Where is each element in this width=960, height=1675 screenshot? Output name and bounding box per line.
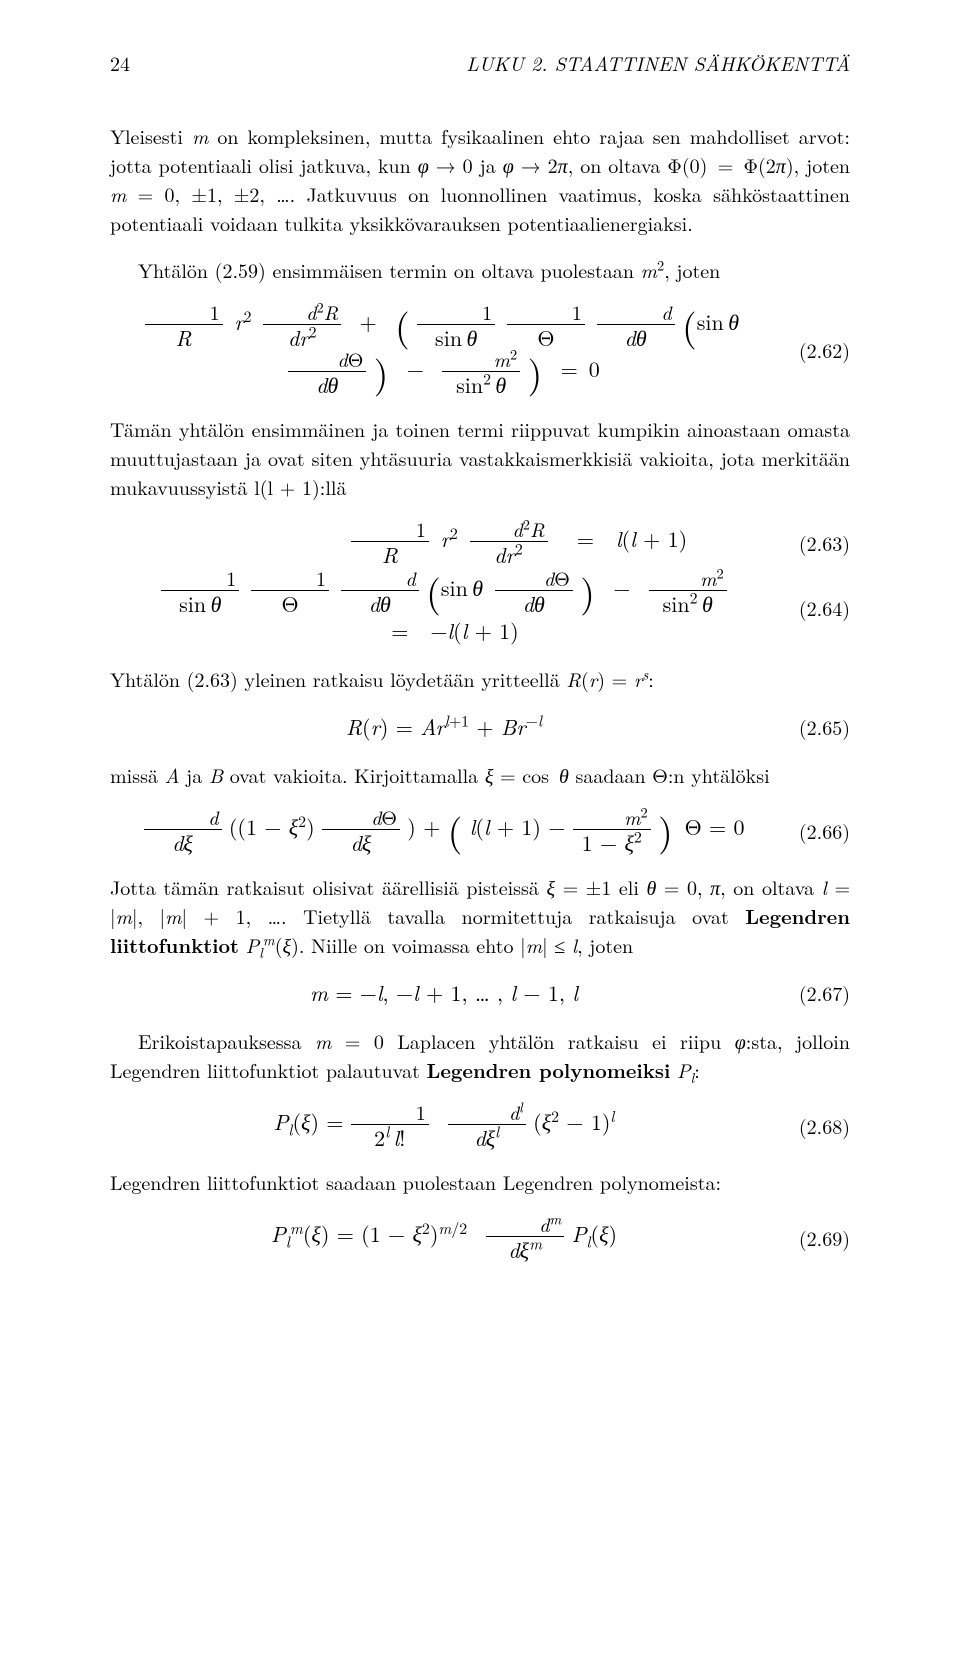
paragraph-radial-ansatz: Yhtälön (2.63) yleinen ratkaisu löydetää… <box>110 664 850 693</box>
equation-2-64-body: 1sin θ 1Θ ddθ (sin θ dΘdθ ) − m2sin2 θ =… <box>110 568 778 646</box>
equation-2-62: 1R r2 d2Rdr2 + ( 1sin θ 1Θ ddθ (sin θ dΘ… <box>110 302 850 396</box>
term-legendre-poly: Legendren polynomeiksi <box>427 1055 671 1084</box>
equation-2-68: Pl(ξ) = 12l l! dldξl (ξ2 − 1)l (2.68) <box>110 1102 850 1149</box>
equation-2-63: 1R r2 d2Rdr2 = l(l + 1) (2.63) <box>110 519 850 566</box>
paragraph-legendre-poly: Erikoistapauksessa m = 0 Laplacen yhtälö… <box>110 1026 850 1084</box>
page: 24 LUKU 2. STAATTINEN SÄHKÖKENTTÄ Yleise… <box>0 0 960 1675</box>
paragraph-assoc-legendre: Jotta tämän ratkaisut olisivat äärellisi… <box>110 872 850 959</box>
equation-2-65: R(r) = Arl+1 + Br−l (2.65) <box>110 711 850 742</box>
equation-2-67: m = −l, −l + 1, … , l − 1, l (2.67) <box>110 977 850 1008</box>
running-head: LUKU 2. STAATTINEN SÄHKÖKENTTÄ <box>466 48 850 77</box>
paragraph-intro: Yleisesti m on kompleksinen, mutta fysik… <box>110 121 850 237</box>
equation-2-62-body: 1R r2 d2Rdr2 + ( 1sin θ 1Θ ddθ (sin θ dΘ… <box>110 302 778 396</box>
equation-2-69-body: Plm(ξ) = (1 − ξ2)m/2 dmdξm Pl(ξ) <box>110 1214 778 1261</box>
equation-2-66-number: (2.66) <box>778 816 850 845</box>
equation-2-64-number: (2.64) <box>778 593 850 622</box>
equation-block-63-64: 1R r2 d2Rdr2 = l(l + 1) (2.63) 1sin θ 1Θ… <box>110 519 850 646</box>
term-assoc-legendre: Legendren liittofunktiot <box>110 901 850 959</box>
equation-2-69-number: (2.69) <box>778 1223 850 1252</box>
paragraph-separation: Yhtälön (2.59) ensimmäisen termin on olt… <box>110 255 850 284</box>
equation-2-64: 1sin θ 1Θ ddθ (sin θ dΘdθ ) − m2sin2 θ =… <box>110 568 850 646</box>
equation-2-66: ddξ ((1 − ξ2) dΘdξ ) + ( l(l + 1) − m21 … <box>110 807 850 854</box>
paragraph-legendre-eq: missä A ja B ovat vakioita. Kirjoittamal… <box>110 760 850 789</box>
equation-2-62-number: (2.62) <box>778 335 850 364</box>
paragraph-separation-const: Tämän yhtälön ensimmäinen ja toinen term… <box>110 414 850 501</box>
equation-2-67-body: m = −l, −l + 1, … , l − 1, l <box>110 977 778 1008</box>
equation-2-66-body: ddξ ((1 − ξ2) dΘdξ ) + ( l(l + 1) − m21 … <box>110 807 778 854</box>
equation-2-63-number: (2.63) <box>778 528 850 557</box>
page-number: 24 <box>110 48 130 77</box>
equation-2-65-number: (2.65) <box>778 712 850 741</box>
equation-2-65-body: R(r) = Arl+1 + Br−l <box>110 711 778 742</box>
equation-2-68-body: Pl(ξ) = 12l l! dldξl (ξ2 − 1)l <box>110 1102 778 1149</box>
equation-2-67-number: (2.67) <box>778 978 850 1007</box>
paragraph-derive-assoc: Legendren liittofunktiot saadaan puolest… <box>110 1167 850 1196</box>
running-header: 24 LUKU 2. STAATTINEN SÄHKÖKENTTÄ <box>110 48 850 77</box>
equation-2-63-body: 1R r2 d2Rdr2 = l(l + 1) <box>110 519 778 566</box>
equation-2-68-number: (2.68) <box>778 1111 850 1140</box>
equation-2-69: Plm(ξ) = (1 − ξ2)m/2 dmdξm Pl(ξ) (2.69) <box>110 1214 850 1261</box>
